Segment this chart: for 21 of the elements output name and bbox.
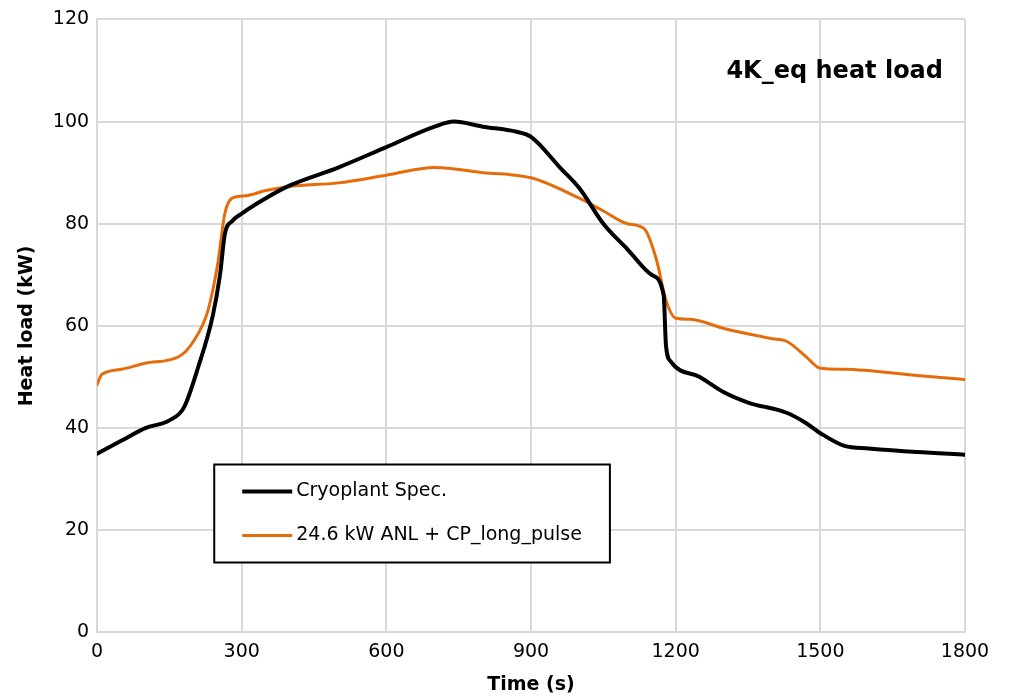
x-tick-label: 0 — [91, 638, 104, 661]
y-tick-label: 20 — [64, 517, 90, 540]
x-tick-label: 300 — [223, 638, 260, 661]
x-tick-label: 1200 — [651, 638, 700, 661]
y-tick-label: 100 — [52, 108, 90, 131]
text: 4K_eq heat load — [726, 55, 943, 84]
x-tick-label: 900 — [512, 638, 550, 661]
y-tick-label: 40 — [64, 415, 90, 437]
y-tick-label: 120 — [52, 6, 90, 29]
line-series — [97, 166, 965, 387]
y-axis-title: Heat load (kW) — [14, 245, 37, 407]
line-series — [97, 119, 965, 457]
x-tick-label: 600 — [368, 638, 405, 661]
y-tick-label: 80 — [64, 210, 90, 233]
x-axis-title: Time (s) — [487, 671, 575, 694]
legend-label: Cryoplant Spec. — [296, 478, 447, 501]
x-tick-label: 1500 — [796, 638, 845, 661]
y-tick-label: 60 — [64, 312, 90, 335]
x-tick-label: 1800 — [940, 638, 990, 661]
legend-label: 24.6 kW ANL + CP_long_pulse — [296, 522, 582, 546]
y-tick-label: 0 — [76, 619, 90, 642]
